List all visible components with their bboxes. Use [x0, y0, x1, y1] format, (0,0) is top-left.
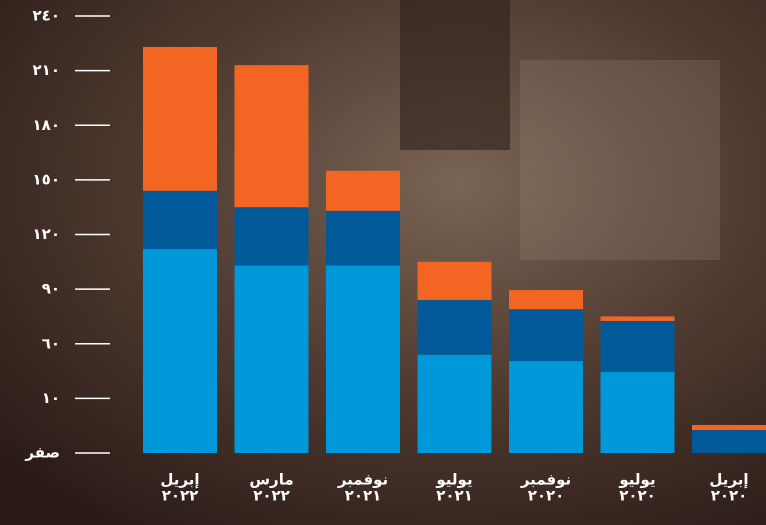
- bar-segment: [600, 371, 675, 453]
- bar-segment: [234, 207, 309, 266]
- bar-segment: [509, 290, 583, 310]
- bar-segment: [417, 261, 492, 301]
- x-tick-label: ٢٠٢٠: [619, 487, 656, 505]
- bar-segment: [417, 354, 492, 453]
- bar-segment: [600, 316, 675, 321]
- bar-segment: [234, 65, 309, 208]
- x-tick-label: ٢٠٢١: [345, 487, 382, 505]
- x-tick-label: ٢٠٢١: [436, 487, 473, 505]
- y-tick-label: صفر: [24, 444, 60, 462]
- x-tick-label: يوليو: [618, 471, 655, 489]
- bar-segment: [143, 46, 217, 191]
- background-wall: [520, 60, 720, 260]
- x-tick-label: مارس: [249, 471, 293, 489]
- background-window: [400, 0, 510, 150]
- x-tick-label: إبريل: [709, 471, 748, 489]
- bar-segment: [509, 361, 583, 453]
- bar-segment: [509, 309, 583, 362]
- bar-segment: [234, 265, 309, 453]
- bar-segment: [600, 320, 675, 372]
- x-tick-label: ٢٠٢٠: [528, 487, 565, 505]
- y-tick-label: ٢١٠: [33, 61, 60, 79]
- x-tick-label: يوليو: [435, 471, 472, 489]
- bar-segment: [692, 424, 766, 431]
- y-tick-label: ٩٠: [42, 280, 60, 298]
- bar-segment: [326, 170, 400, 211]
- y-tick-label: ١٢٠: [33, 225, 60, 243]
- bar-segment: [326, 265, 400, 453]
- x-tick-label: ٢٠٢٠: [711, 487, 748, 505]
- y-tick-label: ٢٤٠: [33, 7, 60, 25]
- x-tick-label: إبريل: [160, 471, 199, 489]
- y-tick-label: ١٠: [42, 389, 60, 407]
- bar-segment: [326, 210, 400, 266]
- x-tick-label: نوفمبر: [337, 471, 388, 489]
- bar-segment: [143, 190, 217, 250]
- y-tick-label: ١٨٠: [33, 116, 60, 134]
- bar-segment: [692, 430, 766, 453]
- bar-segment: [143, 249, 217, 453]
- x-tick-label: ٢٠٢٢: [162, 487, 199, 505]
- x-tick-label: نوفمبر: [520, 471, 571, 489]
- y-tick-label: ٦٠: [42, 334, 60, 352]
- bar-segment: [417, 300, 492, 355]
- y-tick-label: ١٥٠: [33, 170, 60, 188]
- x-tick-label: ٢٠٢٢: [253, 487, 290, 505]
